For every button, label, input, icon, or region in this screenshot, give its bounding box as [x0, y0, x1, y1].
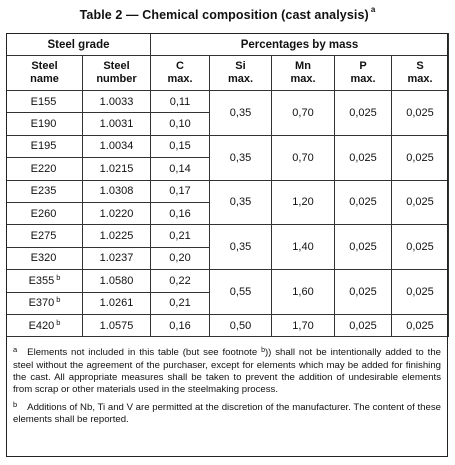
title-footnote-marker: a	[370, 5, 376, 14]
footnote-b-marker: b	[13, 400, 18, 409]
steel-number-cell: 1.0237	[82, 246, 151, 271]
table-row: E190 1.0031 0,10	[6, 112, 449, 136]
c-value-cell: 0,10	[150, 112, 210, 136]
p-value-cell: 0,025	[334, 179, 392, 226]
c-value-cell: 0,20	[150, 246, 210, 271]
c-value-cell: 0,16	[150, 313, 210, 338]
steel-number-cell: 1.0261	[82, 291, 151, 315]
steel-name-cell: E260	[6, 201, 83, 226]
si-value-cell: 0,35	[209, 134, 272, 181]
p-value-cell: 0,025	[334, 134, 392, 181]
si-header: Si max.	[209, 55, 272, 91]
c-value-cell: 0,21	[150, 291, 210, 315]
table-title-text: Table 2 — Chemical composition (cast ana…	[79, 8, 369, 23]
c-value-cell: 0,22	[150, 269, 210, 293]
s-value-cell: 0,025	[390, 90, 450, 136]
steel-name-cell: E195	[6, 134, 83, 159]
steel-number-cell: 1.0308	[82, 179, 151, 203]
s-value-cell: 0,025	[390, 224, 450, 271]
c-value-cell: 0,17	[150, 179, 210, 203]
p-value-cell: 0,025	[334, 313, 392, 338]
steel-number-cell: 1.0031	[82, 112, 151, 136]
s-value-cell: 0,025	[390, 313, 450, 338]
s-value-cell: 0,025	[390, 269, 450, 315]
steel-name-cell: E355 b	[6, 269, 83, 293]
composition-table: Steel grade Percentages by mass Steel nam…	[6, 33, 450, 338]
mn-value-cell: 1,70	[271, 313, 335, 338]
si-value-cell: 0,35	[209, 179, 272, 226]
table-row: E370 b 1.0261 0,21	[6, 291, 449, 315]
mn-value-cell: 1,60	[271, 269, 335, 315]
footnote-b: b Additions of Nb, Ti and V are permitted…	[13, 400, 441, 425]
footnote-b-reference: b	[261, 347, 265, 354]
footnote-a-marker: a	[13, 345, 18, 354]
mn-value-cell: 0,70	[271, 90, 335, 136]
si-value-cell: 0,35	[209, 224, 272, 271]
table-row: E155 1.0033 0,11 0,35 0,70 0,025 0,025	[6, 89, 450, 136]
steel-number-cell: 1.0575	[82, 313, 151, 338]
p-value-cell: 0,025	[334, 269, 392, 315]
table-row: E235 1.0308 0,17 0,35 1,20 0,025 0,025	[6, 179, 450, 226]
c-value-cell: 0,14	[150, 157, 210, 181]
si-value-cell: 0,50	[209, 313, 272, 338]
mn-value-cell: 1,20	[271, 179, 335, 226]
table-row: E275 1.0225 0,21 0,35 1,40 0,025 0,025	[6, 224, 450, 271]
footnote-a: a Elements not included in this table (bu…	[13, 345, 441, 395]
s-value-cell: 0,025	[390, 179, 450, 226]
table-title: Table 2 — Chemical composition (cast ana…	[0, 5, 455, 23]
c-value-cell: 0,11	[150, 89, 210, 114]
p-value-cell: 0,025	[334, 224, 392, 271]
table-row: E320 1.0237 0,20	[6, 246, 449, 271]
table-row: E420 b 1.0575 0,16 0,50 1,70 0,025 0,025	[6, 313, 450, 338]
mn-value-cell: 0,70	[271, 134, 335, 181]
footnotes: a Elements not included in this table (bu…	[6, 343, 448, 457]
table-row: E195 1.0034 0,15 0,35 0,70 0,025 0,025	[6, 134, 450, 181]
steel-number-cell: 1.0580	[82, 269, 151, 293]
table-outer-border	[6, 33, 448, 457]
